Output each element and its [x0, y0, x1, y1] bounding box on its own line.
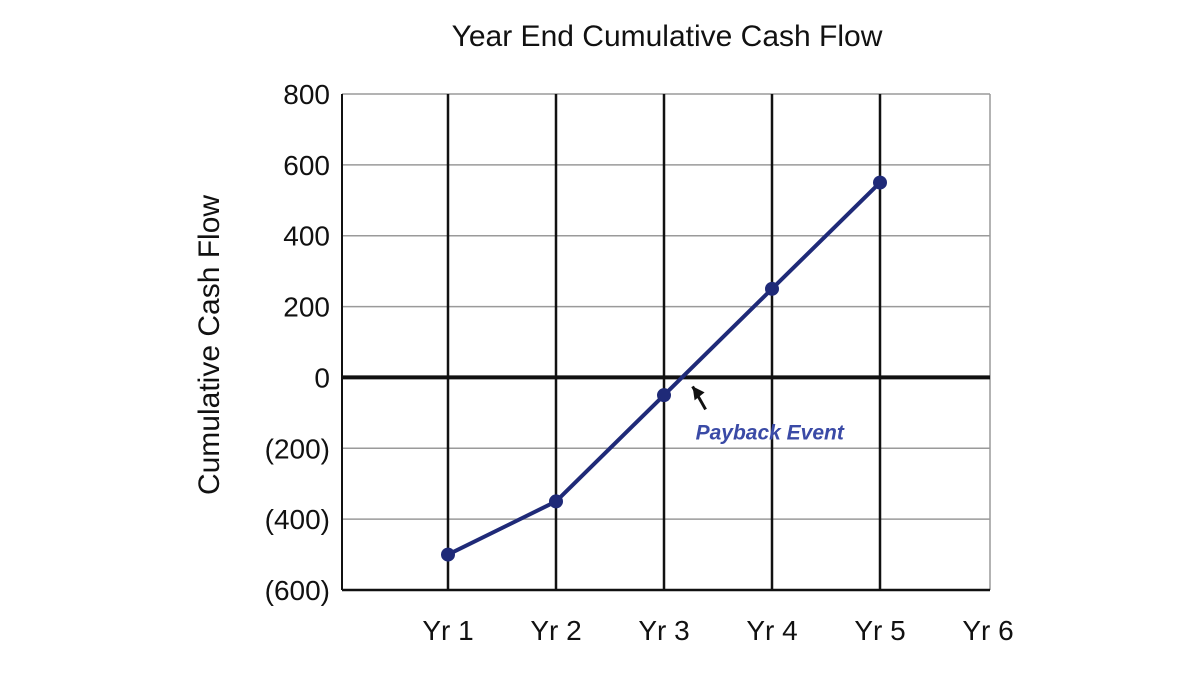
grid-layer [342, 93, 991, 591]
axis-layer [341, 94, 990, 592]
x-tick-label: Yr 5 [854, 615, 905, 646]
data-point [873, 175, 887, 190]
x-tick-label: Yr 6 [962, 615, 1013, 646]
payback-event-label: Payback Event [696, 421, 845, 444]
y-tick-label: 600 [283, 150, 330, 181]
x-tick-label: Yr 3 [638, 615, 689, 646]
x-tick-label: Yr 4 [746, 615, 797, 646]
y-tick-label: (600) [265, 575, 330, 606]
data-point [549, 494, 563, 509]
x-tick-labels: Yr 1 Yr 2 Yr 3 Yr 4 Yr 5 Yr 6 [422, 615, 1013, 646]
y-tick-label: (200) [265, 433, 330, 464]
y-tick-label: (400) [265, 504, 330, 535]
y-tick-label: 200 [283, 292, 330, 323]
data-point [765, 281, 779, 296]
annotation-arrow-head [692, 386, 705, 401]
x-tick-label: Yr 2 [530, 615, 581, 646]
x-tick-label: Yr 1 [422, 615, 473, 646]
y-tick-label: 400 [283, 221, 330, 252]
series-layer [441, 175, 887, 562]
category-lines [446, 94, 882, 590]
data-point [441, 547, 455, 562]
annotation-layer: Payback Event [691, 385, 845, 444]
y-tick-label: 0 [314, 362, 330, 393]
chart-title: Year End Cumulative Cash Flow [452, 20, 883, 53]
y-tick-labels: 800 600 400 200 0 (200) (400) (600) [265, 79, 330, 606]
y-axis-label: Cumulative Cash Flow [193, 195, 226, 495]
y-tick-label: 800 [283, 79, 330, 110]
data-point [657, 388, 671, 403]
